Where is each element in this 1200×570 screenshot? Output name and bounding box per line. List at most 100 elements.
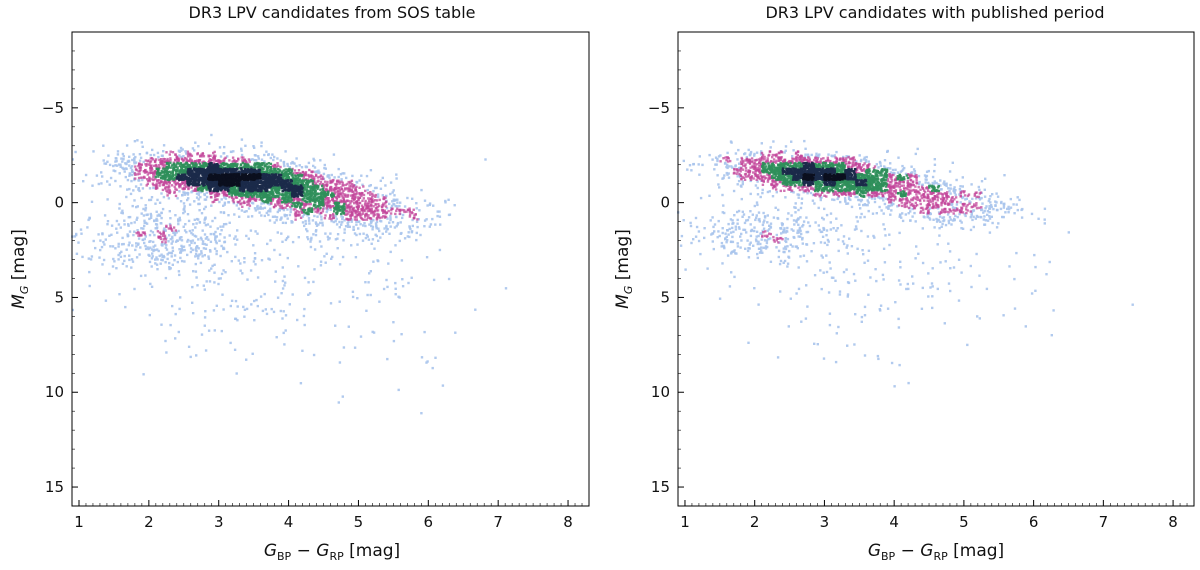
data-point <box>302 206 306 209</box>
data-point <box>359 215 362 218</box>
data-point <box>268 186 271 189</box>
data-point <box>317 171 320 174</box>
data-point <box>217 184 220 188</box>
data-point <box>163 234 167 237</box>
data-point <box>235 372 238 375</box>
data-point <box>286 204 289 207</box>
data-point <box>261 163 264 166</box>
data-point <box>195 168 198 171</box>
data-point <box>283 284 286 287</box>
data-point <box>244 144 247 147</box>
data-point <box>160 158 163 161</box>
data-point <box>290 170 294 173</box>
data-point <box>278 173 281 176</box>
data-point <box>363 218 366 221</box>
data-point <box>229 341 232 345</box>
data-point <box>240 153 244 157</box>
data-point <box>149 229 153 233</box>
data-point <box>215 252 218 256</box>
data-point <box>364 224 367 228</box>
data-point <box>217 277 221 280</box>
data-point <box>290 198 294 202</box>
data-point <box>356 207 359 210</box>
data-point <box>121 262 125 265</box>
data-point <box>102 159 105 162</box>
data-point <box>156 268 159 271</box>
data-point <box>166 186 170 189</box>
data-point <box>108 163 112 167</box>
data-point <box>183 181 186 184</box>
data-point <box>180 167 183 170</box>
data-point <box>249 198 252 201</box>
data-point <box>146 173 149 176</box>
data-point <box>354 187 357 190</box>
data-point <box>360 213 363 216</box>
data-point <box>134 185 138 188</box>
data-point <box>278 191 281 195</box>
data-point <box>325 195 328 199</box>
data-point <box>171 249 175 252</box>
data-point <box>431 366 434 370</box>
data-point <box>200 168 204 172</box>
data-point <box>204 216 207 219</box>
data-point <box>213 198 217 201</box>
data-point <box>329 189 332 192</box>
data-point <box>367 201 370 204</box>
data-point <box>154 244 157 247</box>
data-point <box>314 210 317 213</box>
data-point <box>296 213 299 216</box>
data-point <box>214 230 217 234</box>
data-point <box>171 235 174 239</box>
data-point <box>338 204 341 208</box>
data-point <box>340 194 344 197</box>
data-point <box>269 162 273 166</box>
data-point <box>195 192 199 195</box>
data-point <box>173 191 176 194</box>
data-point <box>367 197 370 200</box>
data-point <box>304 171 308 174</box>
data-point <box>298 178 301 181</box>
data-point <box>346 187 349 190</box>
data-point <box>254 163 258 166</box>
data-point <box>161 259 164 262</box>
data-point <box>202 284 205 287</box>
data-point <box>346 225 350 228</box>
data-point <box>240 197 244 200</box>
data-point <box>310 238 313 241</box>
data-point <box>294 212 298 215</box>
data-point <box>169 176 172 179</box>
data-point <box>125 144 129 147</box>
data-point <box>203 218 206 221</box>
data-point <box>282 169 286 172</box>
data-point <box>114 179 117 183</box>
data-point <box>319 159 322 162</box>
data-point <box>392 189 395 192</box>
data-point <box>274 204 277 208</box>
data-point <box>311 196 314 199</box>
data-point <box>125 195 128 199</box>
data-point <box>259 205 262 208</box>
data-point <box>226 169 229 172</box>
data-point <box>313 192 316 195</box>
data-point <box>307 173 310 177</box>
data-point <box>328 206 332 209</box>
data-point <box>316 176 320 179</box>
data-point <box>351 182 354 186</box>
data-point <box>407 231 410 234</box>
data-point <box>277 198 280 202</box>
data-point <box>371 228 374 231</box>
data-point <box>314 170 317 174</box>
data-point <box>240 156 243 159</box>
data-point <box>330 217 333 221</box>
data-point <box>365 212 368 215</box>
data-point <box>296 196 299 199</box>
data-point <box>171 172 175 175</box>
data-point <box>162 171 165 174</box>
data-point <box>138 172 141 176</box>
data-point <box>143 241 146 245</box>
data-point <box>157 249 160 253</box>
data-point <box>178 216 181 220</box>
data-point <box>199 171 203 175</box>
data-point <box>142 170 145 173</box>
data-point <box>429 223 433 226</box>
